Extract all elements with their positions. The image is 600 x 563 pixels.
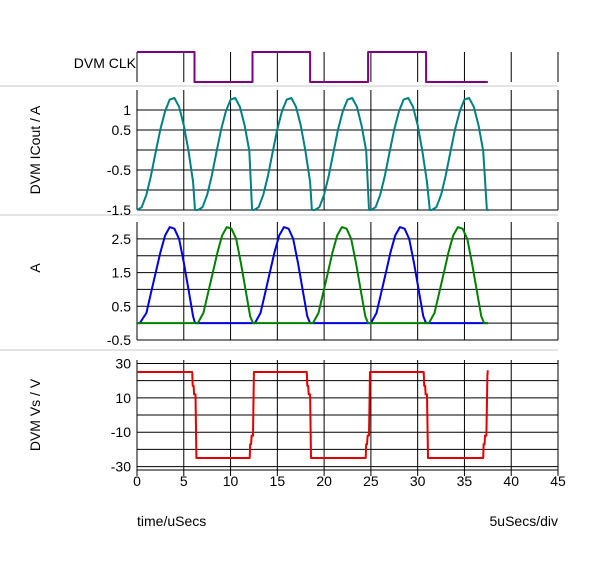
x-tick-label: 45 <box>550 473 566 489</box>
y-axis-label: DVM Vs / V <box>27 378 43 451</box>
y-tick-label: -10 <box>111 424 131 440</box>
footer-right-label: 5uSecs/div <box>490 513 558 529</box>
y-tick-label: 1 <box>123 102 131 118</box>
x-tick-label: 0 <box>133 473 141 489</box>
y-axis-label: DVM ICout / A <box>27 105 43 194</box>
panel-amps: -0.5 0.5 1.5 2.5 A <box>27 222 559 348</box>
y-axis-label: A <box>27 263 43 273</box>
panel-vs: -30 -10 10 30 DVM Vs / V <box>27 355 559 475</box>
series-line-amps-0 <box>137 226 488 325</box>
y-tick-label: -30 <box>111 459 131 475</box>
x-tick-label: 10 <box>223 473 239 489</box>
series-line-vs-0 <box>137 370 489 459</box>
x-tick-label: 15 <box>270 473 286 489</box>
y-tick-label: -0.5 <box>107 332 131 348</box>
y-tick-label: -1.5 <box>107 202 131 218</box>
x-tick-label: 35 <box>457 473 473 489</box>
y-tick-label: 10 <box>115 390 131 406</box>
y-tick-label: -0.5 <box>107 162 131 178</box>
y-tick-label: 2.5 <box>112 231 132 247</box>
x-tick-label: 30 <box>410 473 426 489</box>
footer-left-label: time/uSecs <box>137 513 206 529</box>
y-tick-label: 1.5 <box>112 265 132 281</box>
y-axis-label: DVM CLK <box>74 55 137 71</box>
chart-panels: DVM CLK -1.5 -0.5 0.5 1 DVM ICout / A -0.5 0.5 1… <box>0 51 559 475</box>
x-tick-label: 20 <box>316 473 332 489</box>
series-line-amps-1 <box>137 226 488 325</box>
y-tick-label: 0.5 <box>112 298 132 314</box>
y-tick-label: 30 <box>115 355 131 371</box>
y-tick-label: 0.5 <box>112 122 132 138</box>
x-tick-label: 5 <box>180 473 188 489</box>
panel-clk: DVM CLK <box>74 51 559 83</box>
series-line-icout-0 <box>136 97 489 211</box>
x-axis: 0 5 10 15 20 25 30 35 40 45 <box>133 469 566 489</box>
x-tick-label: 25 <box>363 473 379 489</box>
series-line-clk-0 <box>137 51 488 83</box>
panel-icout: -1.5 -0.5 0.5 1 DVM ICout / A <box>27 90 559 218</box>
x-tick-label: 40 <box>503 473 519 489</box>
